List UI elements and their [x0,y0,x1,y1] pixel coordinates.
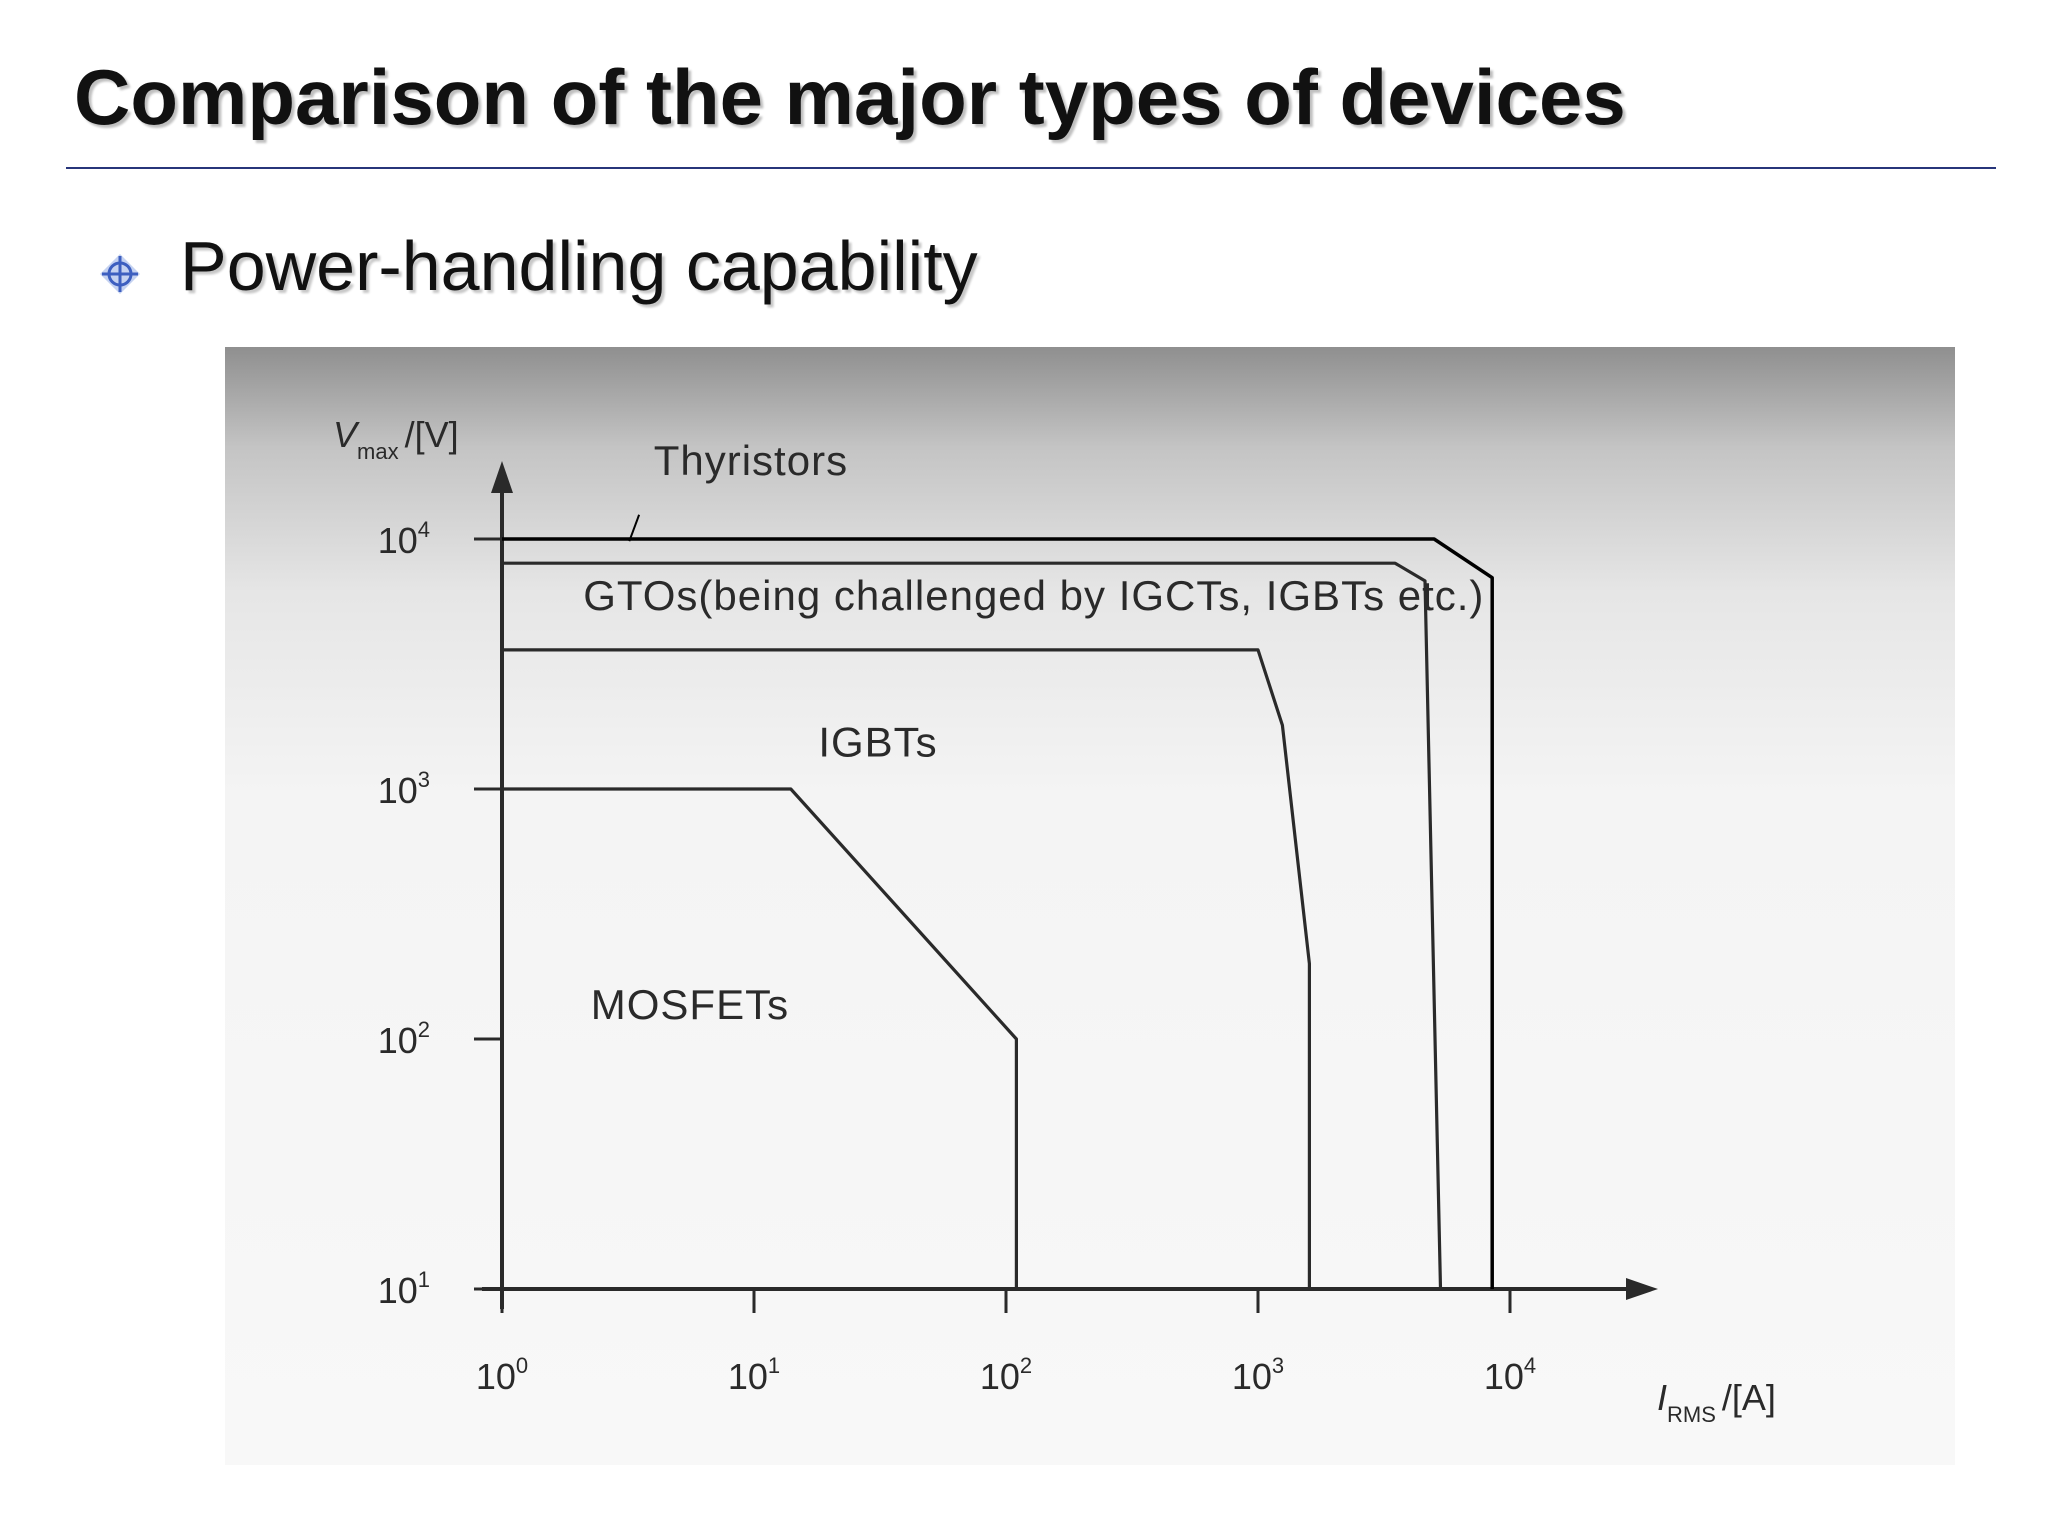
x-tick-label: 101 [728,1353,780,1397]
y-axis-arrow [491,461,513,493]
region-label-thyristors: Thyristors [654,437,848,484]
boundary-mosfets [502,787,1018,1289]
x-tick-label: 102 [980,1353,1032,1397]
x-tick-label: 100 [476,1353,528,1397]
y-tick-label: 103 [378,767,430,811]
x-tick-label: 103 [1232,1353,1284,1397]
region-label-mosfets: MOSFETs [591,981,789,1028]
power-handling-chart: 100 101 102 103 104 101 102 103 104 Vmax/[V] IRMS /… [333,414,1776,1427]
y-tick-label: 102 [378,1017,430,1061]
page-title: Comparison of the major types of devices [74,53,1626,141]
x-tick-label: 104 [1484,1353,1536,1397]
title-divider [66,167,1996,169]
region-label-igbts: IGBTs [818,718,937,765]
leader-thyristors [628,514,641,542]
y-axis-label: Vmax/[V] [333,414,459,464]
boundary-gtos-being-challenged-by-igcts-igbts-etc [502,561,1443,1290]
boundary-thyristors [502,537,1494,1289]
crosshair-diamond-icon [100,254,140,294]
chart-figure: 100 101 102 103 104 101 102 103 104 Vmax/[V] IRMS /… [225,347,1955,1465]
boundary-igbts [502,648,1311,1289]
y-tick-label: 104 [378,517,430,561]
x-axis-arrow [1626,1278,1658,1300]
x-axis-label: IRMS/[A] [1657,1377,1776,1427]
region-label-gtos-being-challenged-by-igcts-igbts-etc: GTOs(being challenged by IGCTs, IGBTs et… [583,572,1484,619]
bullet-text: Power-handling capability [180,227,978,305]
y-tick-label: 101 [378,1267,430,1311]
